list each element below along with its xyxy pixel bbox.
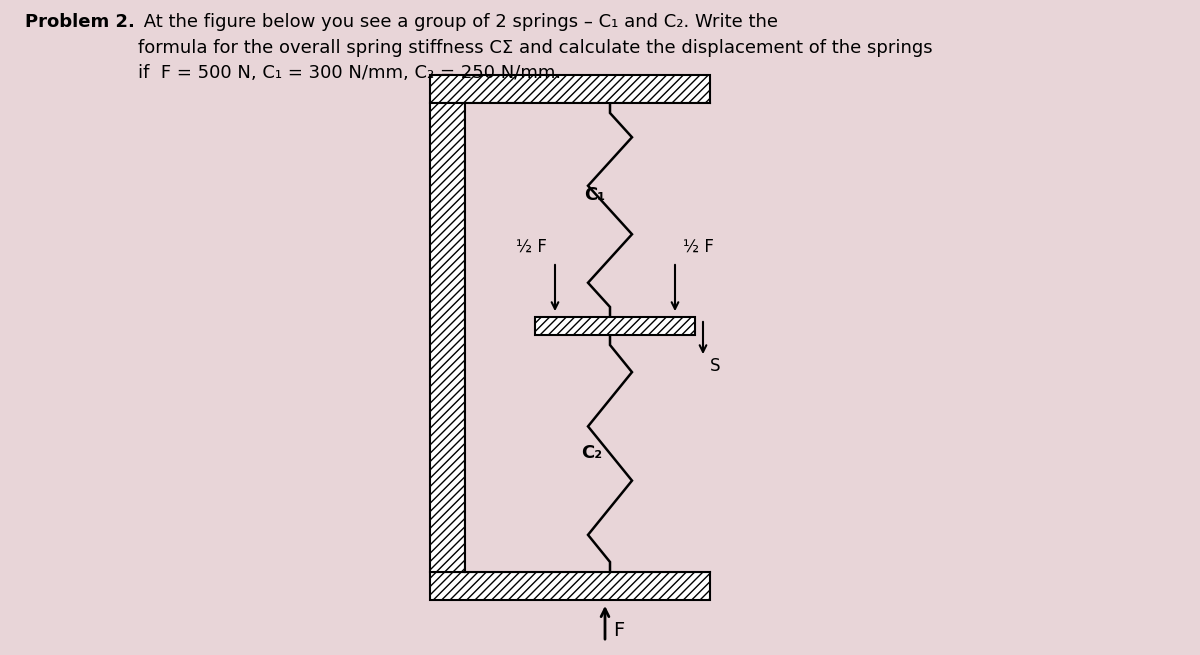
Text: ½ F: ½ F <box>516 238 547 256</box>
Text: S: S <box>710 357 720 375</box>
Bar <box>430 103 464 572</box>
Bar <box>535 317 695 335</box>
Text: Problem 2.: Problem 2. <box>25 13 134 31</box>
Text: At the figure below you see a group of 2 springs – C₁ and C₂. Write the
formula : At the figure below you see a group of 2… <box>138 13 932 83</box>
Text: C₁: C₁ <box>584 186 605 204</box>
Bar <box>430 75 710 103</box>
Text: ½ F: ½ F <box>683 238 714 256</box>
Bar <box>464 103 710 572</box>
Text: C₂: C₂ <box>581 445 602 462</box>
Text: F: F <box>613 621 624 640</box>
Bar <box>430 572 710 600</box>
